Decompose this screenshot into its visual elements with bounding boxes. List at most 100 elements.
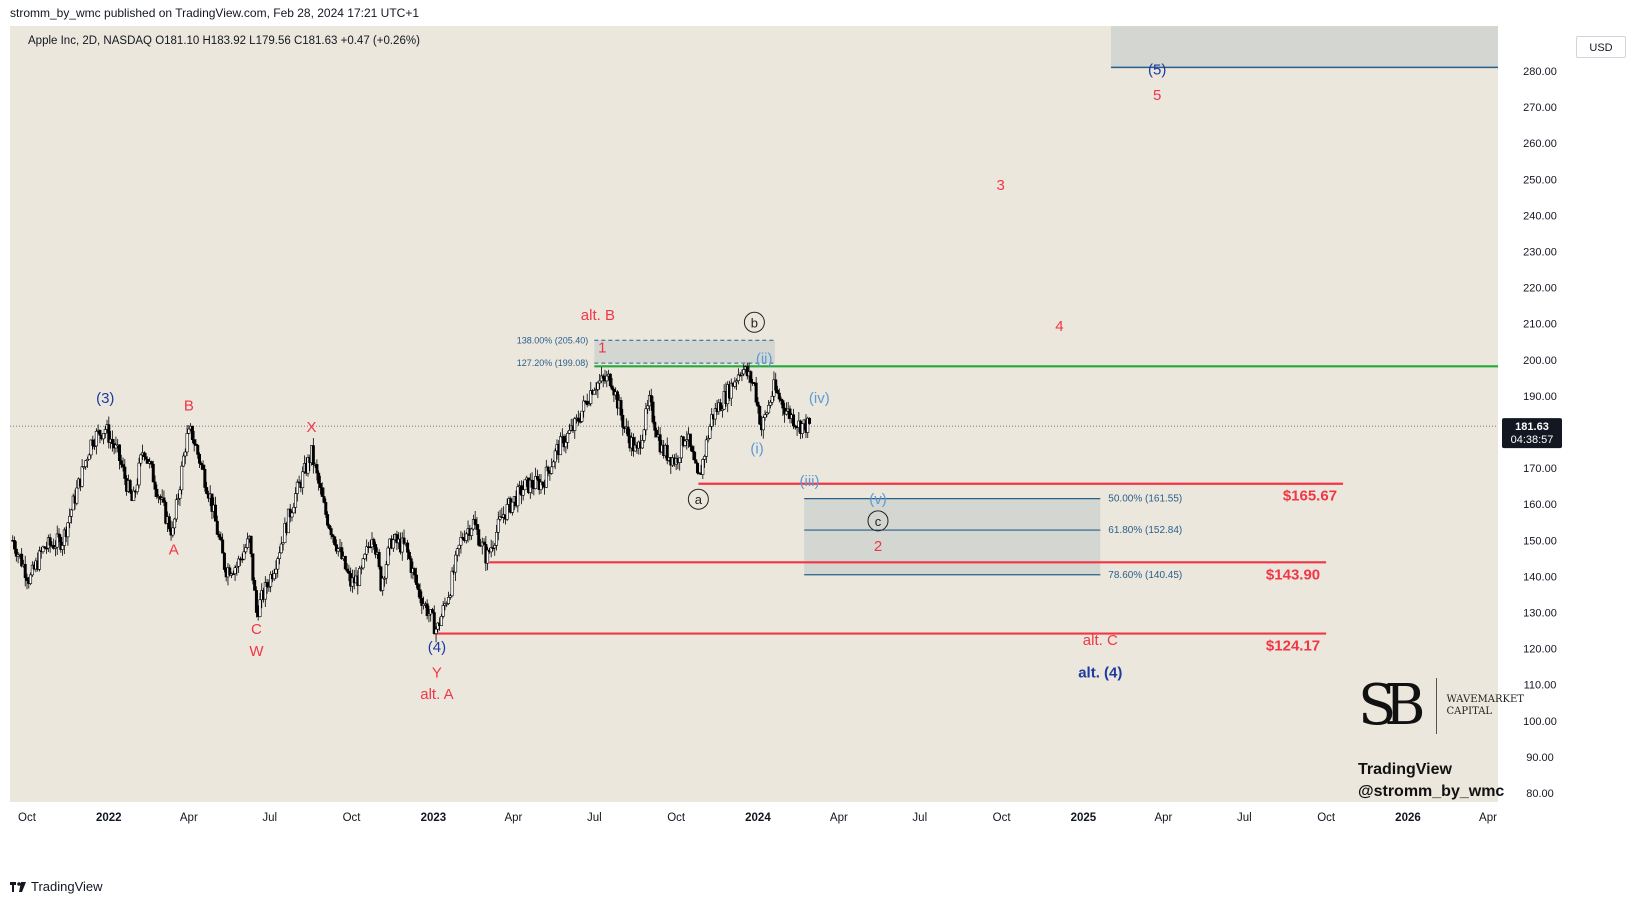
wave-label: 5 <box>1153 87 1161 104</box>
candle-body <box>776 389 780 394</box>
y-tick-label: 260.00 <box>1523 138 1557 150</box>
wave-label: B <box>184 397 194 414</box>
candle-body <box>251 553 255 581</box>
candle-body <box>649 395 653 403</box>
candle-body <box>85 458 89 462</box>
candle-body <box>765 412 769 415</box>
candle-body <box>326 514 330 526</box>
candle-body <box>117 444 121 461</box>
candle-body <box>678 457 682 463</box>
candle-body <box>315 464 319 474</box>
candle-body <box>546 466 550 472</box>
candle-body <box>365 546 369 555</box>
candle-body <box>551 461 555 468</box>
y-tick-label: 230.00 <box>1523 247 1557 259</box>
candle-body <box>427 613 431 616</box>
candle-body <box>80 466 84 487</box>
candle-body <box>608 373 612 387</box>
candle-body <box>176 498 180 501</box>
candle-body <box>217 534 221 538</box>
candle-body <box>489 547 493 553</box>
candle-body <box>619 400 623 416</box>
candle-body <box>82 466 86 468</box>
monogram-logo: SB <box>1358 673 1425 738</box>
candle-body <box>414 574 418 585</box>
candle-body <box>153 481 157 490</box>
x-tick-label: 2026 <box>1395 812 1421 824</box>
candle-body <box>768 401 772 406</box>
candle-body <box>69 509 73 517</box>
candle-body <box>43 546 47 549</box>
x-tick-label: Jul <box>262 812 277 824</box>
candle-body <box>219 536 223 541</box>
candle-body <box>263 582 267 600</box>
candle-body <box>281 542 285 545</box>
candle-body <box>205 487 209 494</box>
candle-body <box>359 567 363 570</box>
y-tick-label: 270.00 <box>1523 102 1557 114</box>
candle-body <box>708 426 712 439</box>
candle-body <box>461 537 465 539</box>
candle-body <box>420 598 424 606</box>
candle-body <box>704 439 708 457</box>
candle-body <box>651 401 655 423</box>
candle-body <box>767 404 771 414</box>
fib-138-label: 138.00% (205.40) <box>517 335 589 345</box>
last-price-value: 181.63 <box>1515 421 1549 433</box>
y-tick-label: 130.00 <box>1523 608 1557 620</box>
wave-label: W <box>249 643 264 660</box>
candle-body <box>128 480 132 493</box>
fib-extension-box <box>594 340 775 364</box>
y-tick-label: 100.00 <box>1523 716 1557 728</box>
wave-circle-b <box>743 311 765 333</box>
candle-body <box>121 464 125 468</box>
company-name-line2: CAPITAL <box>1446 706 1493 717</box>
wave-circle-a <box>687 488 709 510</box>
candle-body <box>178 489 182 499</box>
candle-body <box>777 392 781 400</box>
last-price-tag <box>1502 418 1562 449</box>
candle-body <box>642 429 646 441</box>
footer-brand[interactable]: TradingView <box>10 879 103 894</box>
candle-body <box>171 527 175 536</box>
candle-body <box>391 539 395 549</box>
time-axis-bg <box>10 802 1624 869</box>
currency-button[interactable]: USD <box>1576 36 1626 58</box>
candle-body <box>37 550 41 570</box>
candle-body <box>688 433 692 447</box>
price-chart-svg[interactable]: 138.00% (205.40) 127.20% (199.08) 50.00% (… <box>10 26 1624 869</box>
candle-body <box>368 546 372 549</box>
candle-body <box>644 408 648 431</box>
candle-body <box>445 603 449 605</box>
candle-body <box>363 553 367 560</box>
y-tick-label: 190.00 <box>1523 391 1557 403</box>
candle-body <box>345 568 349 572</box>
candle-body <box>534 476 538 489</box>
company-name-line1: WAVEMARKET <box>1446 694 1524 705</box>
candle-body <box>279 543 283 554</box>
candle-body <box>701 459 705 475</box>
candle-body <box>242 551 246 560</box>
candle-body <box>53 546 57 549</box>
candle-body <box>386 547 390 565</box>
candle-body <box>253 580 257 591</box>
candle-body <box>91 439 95 446</box>
footer-brand-label: TradingView <box>31 879 103 894</box>
candle-body <box>343 556 347 570</box>
x-tick-label: Apr <box>830 812 848 824</box>
candle-body <box>151 463 155 483</box>
wave-label: 4 <box>1055 318 1063 335</box>
candle-body <box>425 603 429 616</box>
candle-body <box>541 481 545 486</box>
chart-pane[interactable]: 138.00% (205.40) 127.20% (199.08) 50.00% (… <box>10 26 1626 869</box>
candle-body <box>13 540 17 550</box>
candle-body <box>290 512 294 518</box>
watermark-text: TradingView @stromm_by_wmc <box>1358 759 1504 803</box>
symbol-legend: Apple Inc, 2D, NASDAQ O181.10 H183.92 L1… <box>28 35 420 47</box>
candle-body <box>324 502 328 515</box>
candle-body <box>395 534 399 544</box>
candle-body <box>598 380 602 384</box>
candle-body <box>110 438 114 444</box>
x-tick-label: 2022 <box>96 812 122 824</box>
candle-body <box>464 533 468 541</box>
